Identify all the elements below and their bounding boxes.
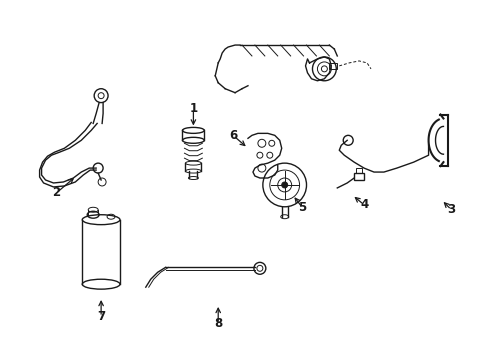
Bar (329, 63, 337, 69)
Text: 5: 5 (298, 201, 307, 214)
Text: 4: 4 (360, 198, 368, 211)
Bar (354, 173, 364, 180)
Text: 6: 6 (229, 129, 237, 142)
Bar (356, 168, 362, 173)
Circle shape (282, 182, 288, 188)
Text: 3: 3 (447, 203, 456, 216)
Text: 2: 2 (52, 186, 61, 199)
Text: 7: 7 (97, 310, 105, 323)
Text: 8: 8 (214, 318, 222, 330)
Text: 1: 1 (189, 102, 197, 115)
